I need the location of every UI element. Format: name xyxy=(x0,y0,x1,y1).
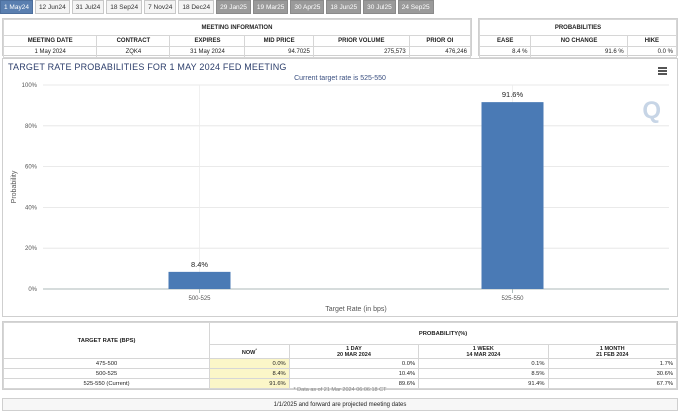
chart-subtitle: Current target rate is 525-550 xyxy=(294,75,386,82)
probability-cell: 67.7% xyxy=(547,378,678,389)
bar-data-label: 8.4% xyxy=(191,260,208,269)
tab-9[interactable]: 18 Jun25 xyxy=(326,0,362,14)
meeting-info-value: 1 May 2024 xyxy=(2,46,98,58)
meeting-info-value: 476,246 xyxy=(408,46,472,58)
tab-8[interactable]: 30 Apr25 xyxy=(290,0,325,14)
x-axis-title: Target Rate (in bps) xyxy=(325,306,386,313)
meeting-information-title: MEETING INFORMATION xyxy=(3,19,471,36)
tab-3[interactable]: 18 Sep24 xyxy=(106,0,143,14)
tab-10[interactable]: 30 Jul25 xyxy=(363,0,396,14)
meeting-info-value: 94.7025 xyxy=(244,46,314,58)
chart-panel: TARGET RATE PROBABILITIES FOR 1 MAY 2024… xyxy=(2,58,678,317)
period-label: 1 DAY xyxy=(346,345,362,352)
meeting-info-value: 31 May 2024 xyxy=(169,46,246,58)
y-tick-label: 100% xyxy=(22,83,38,89)
bar-500-525[interactable] xyxy=(168,271,231,289)
now-header: NOW* xyxy=(209,344,290,359)
target-rate-cell: 525-550 (Current) xyxy=(2,378,211,389)
now-marker: * xyxy=(255,347,257,353)
x-tick-label: 500-525 xyxy=(188,296,211,302)
meeting-info-header: MEETING DATE xyxy=(2,35,98,47)
y-tick-label: 20% xyxy=(25,246,38,252)
meeting-info-value: ZQK4 xyxy=(96,46,171,58)
period-label: 1 WEEK xyxy=(472,345,494,352)
probabilities-header: HIKE xyxy=(626,35,678,47)
y-tick-label: 0% xyxy=(28,287,37,293)
meeting-info-header: MID PRICE xyxy=(244,35,314,47)
now-value-cell: 8.4% xyxy=(209,368,290,379)
bar-data-label: 91.6% xyxy=(502,90,524,99)
probability-group-header: PROBABILITY(%) xyxy=(209,322,677,345)
period-header: 1 MONTH 21 FEB 2024 xyxy=(547,344,678,359)
bar-chart: 0% 20% 40% 60% 80% 100% 8.4% 500-525 91.6% 525-55… xyxy=(11,83,669,313)
period-date: 14 MAR 2024 xyxy=(466,351,501,358)
probability-cell: 8.5% xyxy=(418,368,549,379)
footer-note: 1/1/2025 and forward are projected meeti… xyxy=(2,398,678,411)
tab-1[interactable]: 12 Jun24 xyxy=(34,0,70,14)
probability-cell: 0.0% xyxy=(288,358,420,369)
period-header: 1 DAY 20 MAR 2024 xyxy=(288,344,420,359)
target-rate-cell: 475-500 xyxy=(2,358,211,369)
data-timestamp-note: * Data as of 21 Mar 2024 06:06:18 CT xyxy=(293,387,387,393)
probabilities-value: 0.0 % xyxy=(626,46,678,58)
period-date: 21 FEB 2024 xyxy=(596,351,629,358)
probabilities-value: 8.4 % xyxy=(478,46,532,58)
tab-5[interactable]: 18 Dec24 xyxy=(178,0,215,14)
probabilities-value: 91.6 % xyxy=(530,46,628,58)
meeting-information-panel: MEETING INFORMATION MEETING DATE CONTRACT… xyxy=(2,18,472,58)
y-tick-label: 60% xyxy=(25,165,38,171)
y-axis-title: Probability xyxy=(11,170,18,203)
probabilities-title: PROBABILITIES xyxy=(479,19,677,36)
probabilities-header: NO CHANGE xyxy=(530,35,628,47)
now-label: NOW xyxy=(241,349,256,356)
table-row: 525-550 (Current) 91.6% 89.6% 91.4% 67.7% xyxy=(2,378,678,389)
period-label: 1 MONTH xyxy=(599,345,625,352)
meeting-info-value: 275,573 xyxy=(312,46,410,58)
now-value-cell: 0.0% xyxy=(209,358,290,369)
x-tick-label: 525-550 xyxy=(501,296,524,302)
probability-cell: 0.1% xyxy=(418,358,549,369)
probability-cell: 10.4% xyxy=(288,368,420,379)
tab-7[interactable]: 19 Mar25 xyxy=(252,0,289,14)
y-tick-label: 80% xyxy=(25,124,38,130)
tab-0[interactable]: 1 May24 xyxy=(0,0,33,14)
target-rate-header: TARGET RATE (BPS) xyxy=(2,322,211,359)
table-row: 475-500 0.0% 0.0% 0.1% 1.7% xyxy=(2,358,678,369)
tab-11[interactable]: 24 Sep25 xyxy=(397,0,434,14)
period-header: 1 WEEK 14 MAR 2024 xyxy=(418,344,549,359)
q-watermark-logo: Q xyxy=(642,97,661,124)
tab-4[interactable]: 7 Nov24 xyxy=(144,0,177,14)
meeting-info-header: PRIOR VOLUME xyxy=(312,35,410,47)
probabilities-header: EASE xyxy=(478,35,532,47)
meeting-info-header: PRIOR OI xyxy=(408,35,472,47)
y-tick-label: 40% xyxy=(25,205,38,211)
meeting-info-header: CONTRACT xyxy=(96,35,171,47)
chart-title: TARGET RATE PROBABILITIES FOR 1 MAY 2024… xyxy=(8,62,287,72)
chart-menu-icon[interactable] xyxy=(658,67,667,75)
tab-6[interactable]: 29 Jan25 xyxy=(216,0,251,14)
bar-525-550[interactable] xyxy=(481,102,544,289)
probabilities-panel: PROBABILITIES EASE NO CHANGE HIKE 8.4 % 91.… xyxy=(478,18,678,58)
table-row: 500-525 8.4% 10.4% 8.5% 30.6% xyxy=(2,368,678,379)
meeting-tabs: 1 May24 12 Jun24 31 Jul24 18 Sep24 7 Nov24 18… xyxy=(0,0,436,16)
tab-2[interactable]: 31 Jul24 xyxy=(71,0,105,14)
period-date: 20 MAR 2024 xyxy=(336,351,371,358)
target-rate-cell: 500-525 xyxy=(2,368,211,379)
probability-table-panel: TARGET RATE (BPS) PROBABILITY(%) NOW* 1 D… xyxy=(2,321,678,390)
probability-cell: 30.6% xyxy=(547,368,678,379)
meeting-info-header: EXPIRES xyxy=(169,35,246,47)
probability-cell: 1.7% xyxy=(547,358,678,369)
